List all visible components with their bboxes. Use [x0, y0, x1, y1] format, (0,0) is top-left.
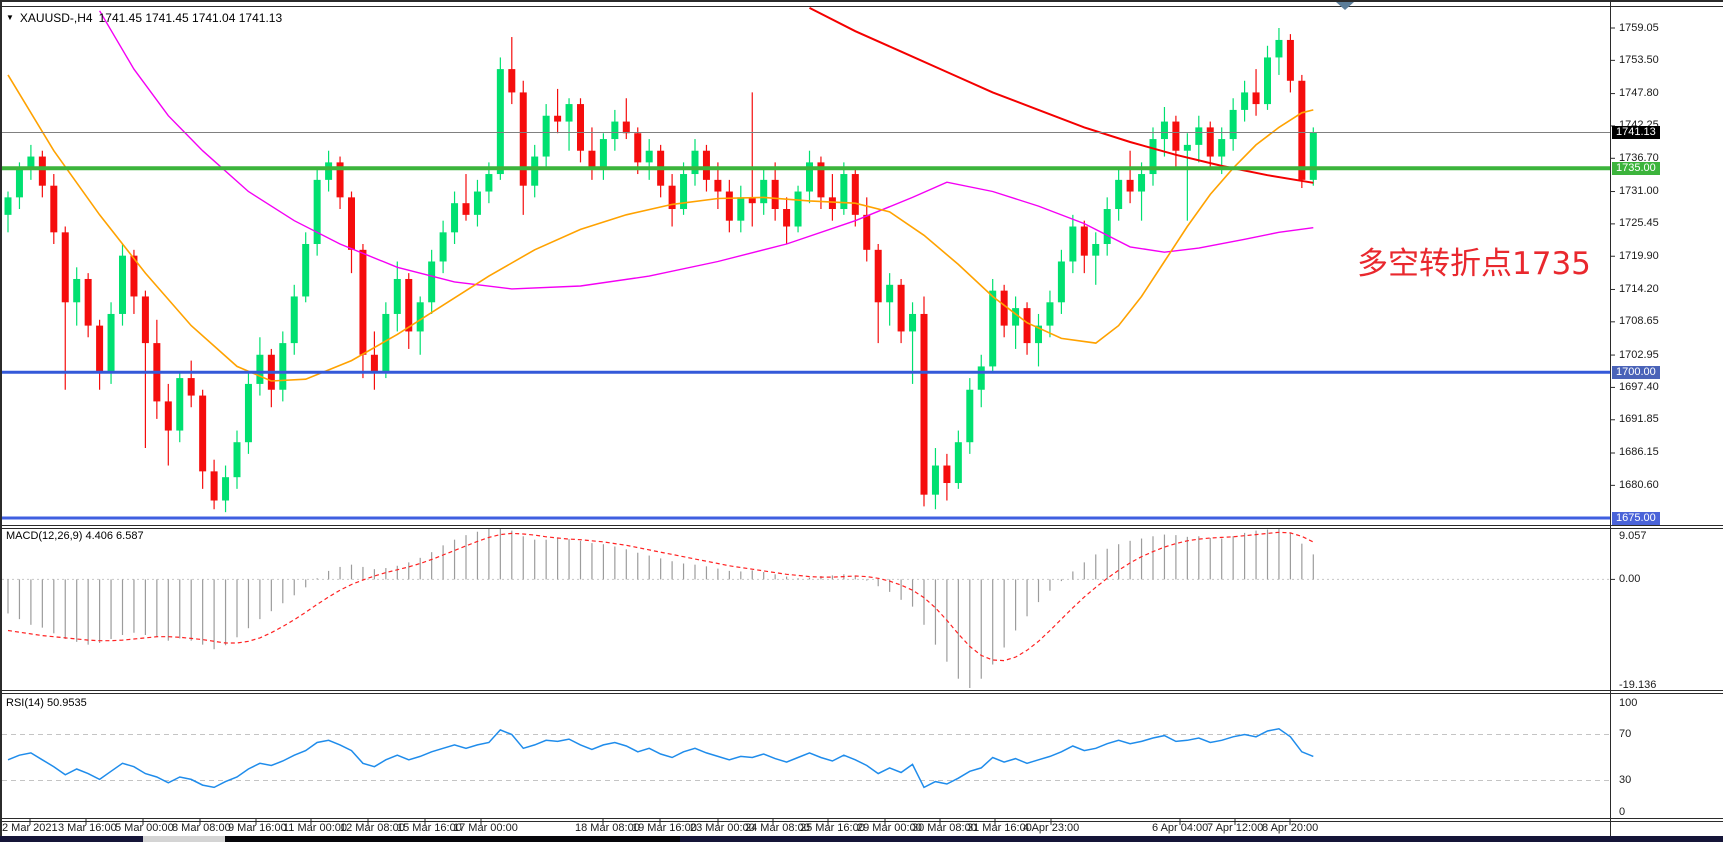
time-axis-label: 8 Mar 08:00	[172, 822, 231, 834]
time-axis-label: 11 Mar 00:00	[283, 822, 348, 834]
time-axis-label: 7 Apr 12:00	[1207, 822, 1264, 834]
macd-axis-label: -19.136	[1619, 679, 1657, 691]
time-axis-label: 5 Mar 00:00	[115, 822, 174, 834]
time-axis-label: 19 Mar 16:00	[632, 822, 697, 834]
time-axis-label: 4 Apr 23:00	[1023, 822, 1080, 834]
price-tag-1741.13: 1741.13	[1612, 125, 1660, 139]
time-axis-label: 12 Mar 08:00	[340, 822, 405, 834]
macd-axis-label: 9.057	[1619, 530, 1647, 542]
price-tick-label: 1731.00	[1619, 185, 1659, 198]
time-axis-label: 17 Mar 00:00	[453, 822, 518, 834]
horizontal-lines-layer	[2, 131, 1610, 520]
chart-title: ▼ XAUUSD-,H4 1741.45 1741.45 1741.04 174…	[6, 11, 282, 25]
price-tick-label: 1680.60	[1619, 478, 1659, 491]
price-tick-label: 1759.05	[1619, 21, 1659, 34]
bottom-bar-segment	[225, 836, 680, 842]
price-tick-label: 1702.95	[1619, 348, 1659, 361]
price-tag-1675.00: 1675.00	[1612, 511, 1660, 525]
price-tick-label: 1753.50	[1619, 53, 1659, 66]
chart-shift-marker-icon[interactable]	[1336, 2, 1354, 10]
symbol-dropdown-icon[interactable]: ▼	[6, 13, 14, 22]
time-axis-label: 25 Mar 16:00	[800, 822, 865, 834]
time-axis-label: 29 Mar 00:00	[857, 822, 922, 834]
symbol-period-label: XAUUSD-,H4	[19, 11, 93, 25]
price-tag-1700.00: 1700.00	[1612, 365, 1660, 379]
macd-signal-line	[7, 531, 1314, 662]
rsi-axis-label: 30	[1619, 774, 1632, 786]
macd-pane	[2, 528, 1610, 688]
price-tick-label: 1747.80	[1619, 87, 1659, 100]
candlestick-layer[interactable]	[4, 28, 1317, 513]
time-axis-label: 18 Mar 08:00	[575, 822, 640, 834]
time-axis-label: 2 Mar 2021	[2, 822, 58, 834]
bottom-bar-segment	[143, 836, 225, 842]
rsi-line	[7, 728, 1314, 789]
rsi-axis-label: 100	[1619, 697, 1638, 709]
rsi-axis-label: 70	[1619, 728, 1632, 740]
rsi-pane	[2, 728, 1610, 789]
ma-magenta-line	[98, 10, 1314, 290]
price-tick-label: 1725.45	[1619, 217, 1659, 230]
time-axis-label: 6 Apr 04:00	[1152, 822, 1209, 834]
price-tick-label: 1697.40	[1619, 380, 1659, 393]
price-tick-label: 1708.65	[1619, 315, 1659, 328]
time-axis-label: 3 Mar 16:00	[58, 822, 117, 834]
ma-orange-line	[7, 74, 1314, 382]
rsi-axis-label: 0	[1619, 806, 1626, 818]
price-tick-label: 1691.85	[1619, 413, 1659, 426]
bottom-bar-segment	[680, 836, 1723, 842]
price-tick-label: 1714.20	[1619, 282, 1659, 295]
price-tick-label: 1686.15	[1619, 446, 1659, 459]
macd-indicator-label: MACD(12,26,9) 4.406 6.587	[6, 530, 144, 542]
annotation-text: 多空转折点1735	[1357, 246, 1591, 282]
time-axis-label: 15 Mar 16:00	[397, 822, 462, 834]
time-axis-label: 24 Mar 08:00	[745, 822, 810, 834]
time-axis-label: 30 Mar 08:00	[912, 822, 977, 834]
time-axis-label: 31 Mar 16:00	[967, 822, 1032, 834]
rsi-indicator-label: RSI(14) 50.9535	[6, 697, 87, 709]
time-axis-label: 8 Apr 20:00	[1262, 822, 1319, 834]
ohlc-values: 1741.45 1741.45 1741.04 1741.13	[98, 11, 283, 25]
price-tag-1735.00: 1735.00	[1612, 161, 1660, 175]
macd-axis-label: 0.00	[1619, 573, 1641, 586]
price-tick-label: 1719.90	[1619, 249, 1659, 262]
bottom-bar-segment	[0, 836, 143, 842]
axis-ticks	[29, 27, 1615, 825]
time-axis-label: 23 Mar 00:00	[690, 822, 755, 834]
price-tick-label: 1736.70	[1619, 151, 1659, 164]
time-axis-label: 9 Mar 16:00	[228, 822, 287, 834]
ma-red-line	[809, 7, 1314, 184]
